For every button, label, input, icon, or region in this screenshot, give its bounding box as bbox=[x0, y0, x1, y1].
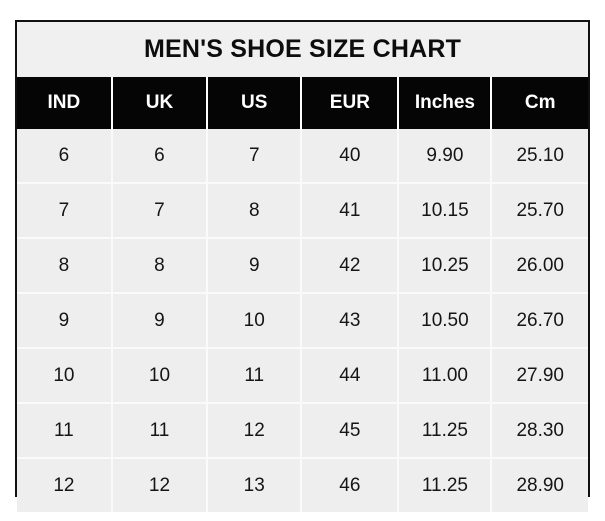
cell-us: 7 bbox=[207, 129, 303, 184]
cell-cm: 26.00 bbox=[491, 238, 588, 294]
cell-ind: 9 bbox=[17, 293, 113, 349]
column-header-ind: IND bbox=[17, 77, 113, 129]
cell-inches: 10.50 bbox=[398, 293, 493, 349]
cell-inches: 11.25 bbox=[398, 458, 493, 512]
cell-inches: 10.15 bbox=[398, 183, 493, 239]
table-row: 9 9 10 43 10.50 26.70 bbox=[17, 293, 588, 349]
cell-us: 11 bbox=[207, 348, 303, 404]
table-row: 8 8 9 42 10.25 26.00 bbox=[17, 238, 588, 294]
table-header: IND UK US EUR Inches Cm bbox=[17, 77, 588, 129]
cell-inches: 9.90 bbox=[398, 129, 493, 184]
cell-cm: 28.90 bbox=[491, 458, 588, 512]
page-title: MEN'S SHOE SIZE CHART bbox=[143, 35, 462, 63]
cell-uk: 7 bbox=[111, 183, 209, 239]
cell-ind: 8 bbox=[17, 238, 113, 294]
cell-cm: 28.30 bbox=[491, 403, 588, 459]
column-header-eur: EUR bbox=[301, 77, 400, 129]
cell-uk: 9 bbox=[111, 293, 209, 349]
cell-uk: 10 bbox=[111, 348, 209, 404]
cell-inches: 11.25 bbox=[398, 403, 493, 459]
column-header-uk: UK bbox=[111, 77, 209, 129]
cell-cm: 27.90 bbox=[491, 348, 588, 404]
shoe-size-table: IND UK US EUR Inches Cm 6 6 7 40 9.90 25… bbox=[17, 77, 588, 512]
cell-ind: 11 bbox=[17, 403, 113, 459]
cell-uk: 8 bbox=[111, 238, 209, 294]
table-row: 6 6 7 40 9.90 25.10 bbox=[17, 129, 588, 184]
cell-inches: 10.25 bbox=[398, 238, 493, 294]
cell-cm: 25.70 bbox=[491, 183, 588, 239]
cell-cm: 26.70 bbox=[491, 293, 588, 349]
cell-us: 8 bbox=[207, 183, 303, 239]
cell-us: 13 bbox=[207, 458, 303, 512]
table-row: 7 7 8 41 10.15 25.70 bbox=[17, 183, 588, 239]
cell-cm: 25.10 bbox=[491, 129, 588, 184]
cell-uk: 12 bbox=[111, 458, 209, 512]
cell-us: 12 bbox=[207, 403, 303, 459]
table-row: 11 11 12 45 11.25 28.30 bbox=[17, 403, 588, 459]
table-row: 10 10 11 44 11.00 27.90 bbox=[17, 348, 588, 404]
table-row: 12 12 13 46 11.25 28.90 bbox=[17, 458, 588, 512]
cell-ind: 12 bbox=[17, 458, 113, 512]
cell-ind: 6 bbox=[17, 129, 113, 184]
cell-eur: 43 bbox=[301, 293, 400, 349]
column-header-us: US bbox=[207, 77, 303, 129]
size-chart-table-frame: MEN'S SHOE SIZE CHART IND UK US EUR Inch… bbox=[15, 20, 590, 512]
cell-us: 9 bbox=[207, 238, 303, 294]
cell-inches: 11.00 bbox=[398, 348, 493, 404]
cell-uk: 6 bbox=[111, 129, 209, 184]
table-body: 6 6 7 40 9.90 25.10 7 7 8 41 10.15 25.70… bbox=[17, 129, 588, 512]
cell-eur: 40 bbox=[301, 129, 400, 184]
chart-title-band: MEN'S SHOE SIZE CHART bbox=[17, 22, 588, 77]
cell-ind: 10 bbox=[17, 348, 113, 404]
cell-uk: 11 bbox=[111, 403, 209, 459]
column-header-cm: Cm bbox=[491, 77, 588, 129]
column-header-inches: Inches bbox=[398, 77, 493, 129]
cell-eur: 45 bbox=[301, 403, 400, 459]
cell-eur: 46 bbox=[301, 458, 400, 512]
cell-eur: 44 bbox=[301, 348, 400, 404]
table-header-row: IND UK US EUR Inches Cm bbox=[17, 77, 588, 129]
cell-eur: 42 bbox=[301, 238, 400, 294]
cell-eur: 41 bbox=[301, 183, 400, 239]
cell-us: 10 bbox=[207, 293, 303, 349]
cell-ind: 7 bbox=[17, 183, 113, 239]
